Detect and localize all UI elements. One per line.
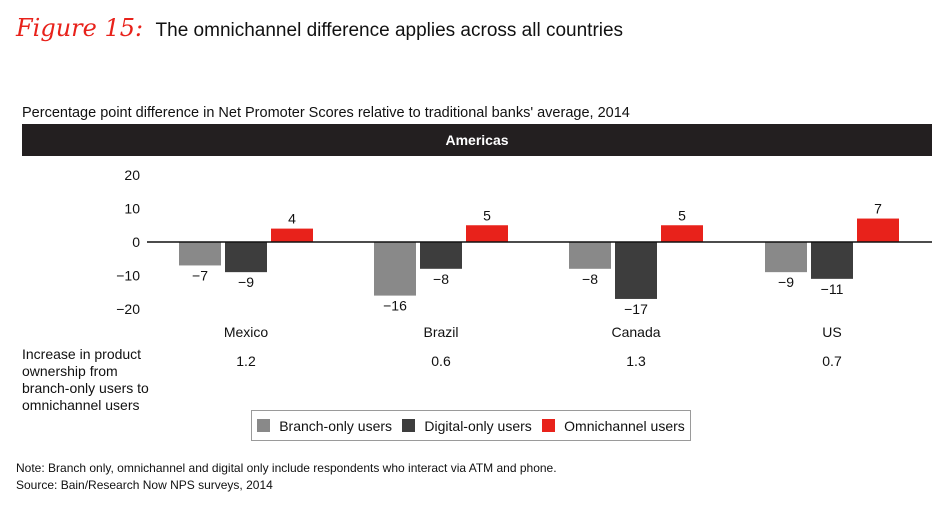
y-tick-label: 0 xyxy=(132,234,140,250)
y-tick-label: 10 xyxy=(124,201,140,217)
legend-swatch-omni xyxy=(542,419,556,432)
product-ownership-value: 1.3 xyxy=(626,353,646,369)
footnotes: Note: Branch only, omnichannel and digit… xyxy=(16,460,557,494)
legend-item-digital: Digital-only users xyxy=(402,417,532,434)
product-ownership-label: Increase in product ownership from branc… xyxy=(22,346,149,413)
legend-label-digital: Digital-only users xyxy=(424,417,532,434)
y-tick-label: −10 xyxy=(116,268,140,284)
bar-omni xyxy=(271,228,313,242)
figure-heading: Figure 15: The omnichannel difference ap… xyxy=(16,14,623,42)
x-category-label: US xyxy=(822,324,841,340)
product-ownership-value: 0.6 xyxy=(431,353,451,369)
bar-value-label: 5 xyxy=(483,207,491,223)
bar-value-label: −7 xyxy=(192,267,208,283)
bar-value-label: −8 xyxy=(433,271,449,287)
bar-value-label: −16 xyxy=(383,298,407,314)
y-tick-label: 20 xyxy=(124,167,140,183)
bar-value-label: −8 xyxy=(582,271,598,287)
bar-value-label: 4 xyxy=(288,211,296,227)
bar-value-label: −9 xyxy=(778,274,794,290)
bar-omni xyxy=(857,218,899,242)
bar-value-label: 7 xyxy=(874,201,882,217)
bar-value-label: −9 xyxy=(238,274,254,290)
bar-digital xyxy=(811,242,853,279)
chart-legend: Branch-only users Digital-only users Omn… xyxy=(251,410,691,441)
chart-subtitle: Percentage point difference in Net Promo… xyxy=(22,105,630,121)
bar-omni xyxy=(466,225,508,242)
bar-branch xyxy=(179,242,221,266)
bar-value-label: −17 xyxy=(624,301,648,317)
legend-swatch-digital xyxy=(402,419,416,432)
legend-label-branch: Branch-only users xyxy=(279,417,393,434)
bar-branch xyxy=(765,242,807,273)
figure-label: Figure 15: xyxy=(16,14,144,42)
source-text: Source: Bain/Research Now NPS surveys, 2… xyxy=(16,478,273,492)
bar-digital xyxy=(420,242,462,269)
bar-branch xyxy=(569,242,611,269)
bar-value-label: 5 xyxy=(678,207,686,223)
bar-digital xyxy=(225,242,267,273)
x-category-label: Brazil xyxy=(423,324,458,340)
region-band: Americas xyxy=(22,124,932,156)
y-tick-label: −20 xyxy=(116,301,140,317)
x-category-label: Mexico xyxy=(224,324,269,340)
product-ownership-value: 0.7 xyxy=(822,353,842,369)
figure-title: The omnichannel difference applies acros… xyxy=(155,20,624,41)
bar-digital xyxy=(615,242,657,299)
bar-omni xyxy=(661,225,703,242)
x-category-label: Canada xyxy=(611,324,660,340)
legend-label-omni: Omnichannel users xyxy=(564,417,685,434)
legend-swatch-branch xyxy=(257,419,271,432)
bar-value-label: −11 xyxy=(821,281,844,297)
legend-item-branch: Branch-only users xyxy=(257,418,392,434)
legend-item-omni: Omnichannel users xyxy=(542,418,685,434)
note-text: Note: Branch only, omnichannel and digit… xyxy=(16,461,557,475)
bar-branch xyxy=(374,242,416,296)
product-ownership-value: 1.2 xyxy=(236,353,256,369)
